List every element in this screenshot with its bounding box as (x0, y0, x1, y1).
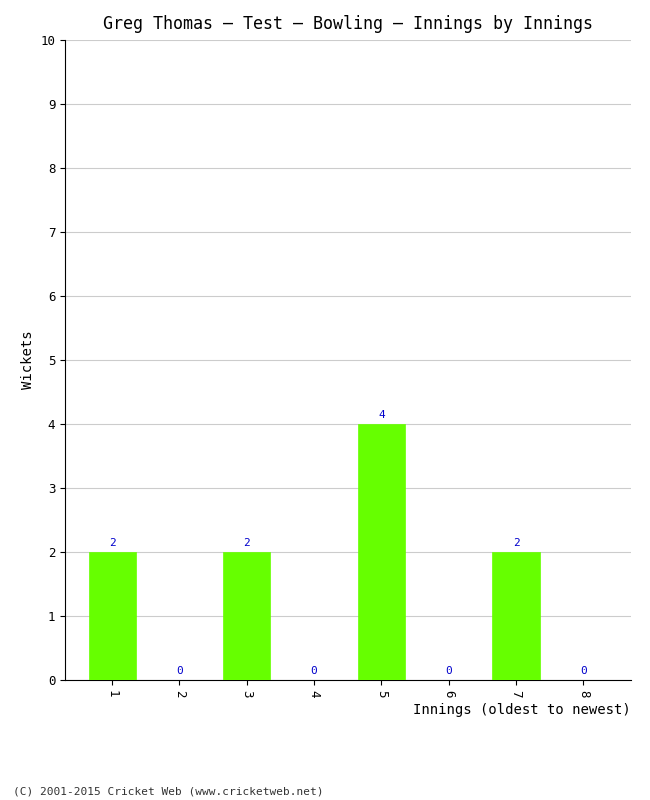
Text: 2: 2 (243, 538, 250, 547)
Text: 4: 4 (378, 410, 385, 419)
Y-axis label: Wickets: Wickets (21, 330, 34, 390)
Text: 0: 0 (445, 666, 452, 675)
Title: Greg Thomas – Test – Bowling – Innings by Innings: Greg Thomas – Test – Bowling – Innings b… (103, 15, 593, 33)
Text: 0: 0 (176, 666, 183, 675)
Text: 2: 2 (109, 538, 116, 547)
Bar (88, 552, 136, 680)
Text: 2: 2 (513, 538, 519, 547)
Bar (358, 424, 405, 680)
Text: 0: 0 (580, 666, 587, 675)
Text: (C) 2001-2015 Cricket Web (www.cricketweb.net): (C) 2001-2015 Cricket Web (www.cricketwe… (13, 786, 324, 796)
Bar (493, 552, 540, 680)
Text: 0: 0 (311, 666, 317, 675)
Bar (223, 552, 270, 680)
X-axis label: Innings (oldest to newest): Innings (oldest to newest) (413, 702, 630, 717)
